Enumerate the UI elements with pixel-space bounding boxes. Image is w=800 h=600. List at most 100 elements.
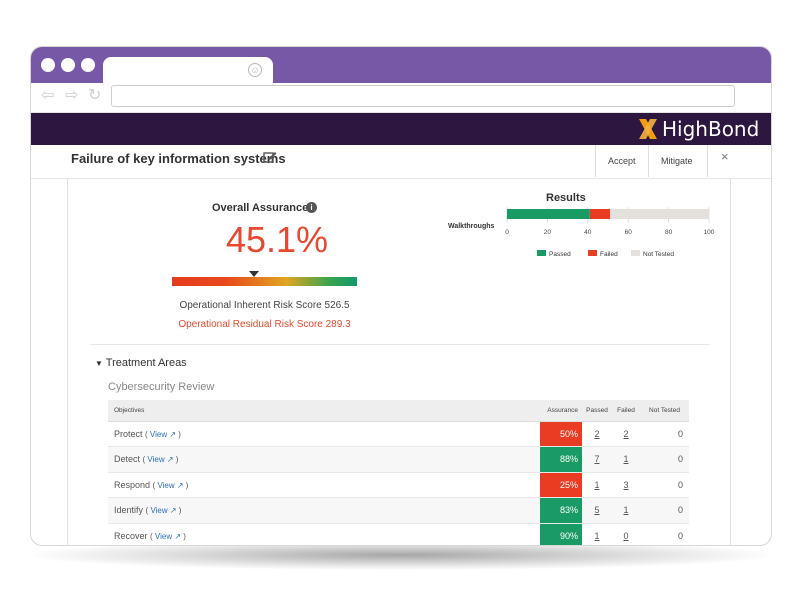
view-link-label: View (154, 531, 173, 541)
bar-segment-passed (507, 209, 590, 219)
objectives-table: Objectives Assurance Passed Failed Not T… (108, 400, 689, 545)
objective-name-cell: Detect ( View ↗ ) (108, 446, 540, 473)
overall-assurance-value: 45.1% (225, 219, 329, 260)
objective-name-cell: Identify ( View ↗ ) (108, 497, 540, 524)
legend-label: Failed (600, 251, 618, 258)
treatment-areas-toggle[interactable]: ▼ Treatment Areas (95, 357, 187, 369)
column-header-not-tested: Not Tested (640, 400, 689, 422)
failed-cell[interactable]: 2 (612, 421, 640, 447)
failed-count[interactable]: 2 (623, 428, 629, 439)
paren-close: ) (176, 429, 181, 439)
x-tick-label: 20 (544, 229, 552, 236)
passed-count[interactable]: 2 (594, 428, 600, 439)
forward-arrow-icon[interactable]: ⇨ (65, 87, 79, 104)
walkthroughs-label: Walkthroughs (448, 223, 495, 230)
assurance-cell: 50% (540, 421, 582, 447)
results-title: Results (546, 192, 586, 204)
view-link-label: View (147, 455, 165, 465)
info-icon[interactable]: i (306, 202, 317, 213)
failed-cell[interactable]: 1 (612, 446, 640, 473)
passed-cell[interactable]: 2 (582, 421, 612, 447)
view-link[interactable]: View ↗ (150, 506, 176, 515)
paren-close: ) (176, 506, 182, 516)
failed-count[interactable]: 0 (623, 530, 629, 541)
objective-name: Detect (114, 454, 141, 465)
mitigate-dropdown[interactable]: Mitigate ▾ (648, 145, 708, 198)
panel-header (31, 145, 771, 179)
failed-cell[interactable]: 0 (612, 523, 640, 545)
not-tested-count: 0 (640, 523, 689, 545)
panel-title: Failure of key information systems (71, 151, 286, 166)
view-link[interactable]: View ↗ (150, 430, 176, 439)
passed-count[interactable]: 5 (594, 505, 600, 516)
x-tick-label: 100 (704, 229, 715, 236)
x-tick-label: 0 (505, 229, 509, 236)
maximize-window-dot[interactable] (81, 58, 95, 72)
paren-close: ) (181, 531, 186, 541)
table-row: Identify ( View ↗ ) 83% 5 1 0 (108, 497, 689, 524)
address-bar[interactable] (111, 85, 735, 107)
failed-count[interactable]: 3 (623, 479, 629, 490)
paren-open: ( (145, 429, 150, 439)
objective-name-cell: Respond ( View ↗ ) (108, 472, 540, 498)
view-link-label: View (157, 480, 175, 490)
paren-open: ( (142, 455, 148, 465)
failed-count[interactable]: 1 (623, 505, 629, 516)
passed-cell[interactable]: 5 (582, 497, 612, 524)
passed-cell[interactable]: 7 (582, 446, 612, 473)
passed-cell[interactable]: 1 (582, 523, 612, 545)
legend-swatch (631, 250, 640, 256)
objective-name: Identify (114, 505, 144, 516)
overall-assurance-title: Overall Assurance (212, 202, 309, 214)
passed-count[interactable]: 1 (594, 479, 600, 490)
paren-open: ( (150, 531, 155, 541)
external-link-icon: ↗ (166, 455, 174, 465)
assurance-cell: 90% (540, 523, 582, 545)
x-tick-label: 80 (665, 229, 673, 236)
refresh-icon[interactable]: ↻ (88, 87, 102, 104)
passed-cell[interactable]: 1 (582, 472, 612, 498)
browser-tab[interactable] (103, 57, 273, 85)
passed-count[interactable]: 1 (594, 530, 600, 541)
back-arrow-icon[interactable]: ⇦ (41, 87, 55, 104)
failed-cell[interactable]: 1 (612, 497, 640, 524)
view-link[interactable]: View ↗ (157, 481, 183, 490)
highbond-logo-icon (639, 119, 657, 139)
not-tested-count: 0 (640, 472, 689, 498)
view-link[interactable]: View ↗ (147, 455, 173, 464)
browser-window: ☺ ⇦ ⇨ ↻ HighBond Failure of key informat… (30, 46, 772, 546)
column-header-passed: Passed (582, 400, 612, 422)
edit-icon[interactable] (263, 150, 277, 164)
external-link-icon: ↗ (169, 429, 177, 439)
not-tested-count: 0 (640, 421, 689, 447)
accept-dropdown[interactable]: Accept ▾ (595, 145, 647, 198)
legend-label: Not Tested (643, 251, 674, 258)
not-tested-count: 0 (640, 446, 689, 473)
table-row: Detect ( View ↗ ) 88% 7 1 0 (108, 446, 689, 473)
close-window-dot[interactable] (41, 58, 55, 72)
section-divider (91, 344, 709, 345)
table-row: Respond ( View ↗ ) 25% 1 3 0 (108, 472, 689, 498)
app-header: HighBond (31, 113, 771, 145)
minimize-window-dot[interactable] (61, 58, 75, 72)
assurance-cell: 88% (540, 446, 582, 473)
brand-name: HighBond (662, 117, 760, 141)
objective-name: Respond (114, 479, 151, 490)
external-link-icon: ↗ (169, 506, 177, 516)
close-panel-button[interactable]: × (721, 149, 729, 164)
view-link[interactable]: View ↗ (155, 532, 181, 541)
column-header-assurance: Assurance (540, 400, 582, 422)
x-tick-label: 60 (625, 229, 633, 236)
results-chart: 0 20 40 60 80 100 Passed Failed Not Tested (505, 207, 715, 258)
assurance-cell: 83% (540, 497, 582, 524)
caret-down-icon: ▼ (95, 359, 103, 368)
failed-cell[interactable]: 3 (612, 472, 640, 498)
bar-segment-failed (589, 209, 611, 219)
legend-swatch (588, 250, 597, 256)
external-link-icon: ↗ (174, 531, 182, 541)
failed-count[interactable]: 1 (623, 454, 629, 465)
passed-count[interactable]: 7 (594, 454, 600, 465)
objective-name: Protect (114, 428, 143, 439)
objective-name-cell: Protect ( View ↗ ) (108, 421, 540, 447)
